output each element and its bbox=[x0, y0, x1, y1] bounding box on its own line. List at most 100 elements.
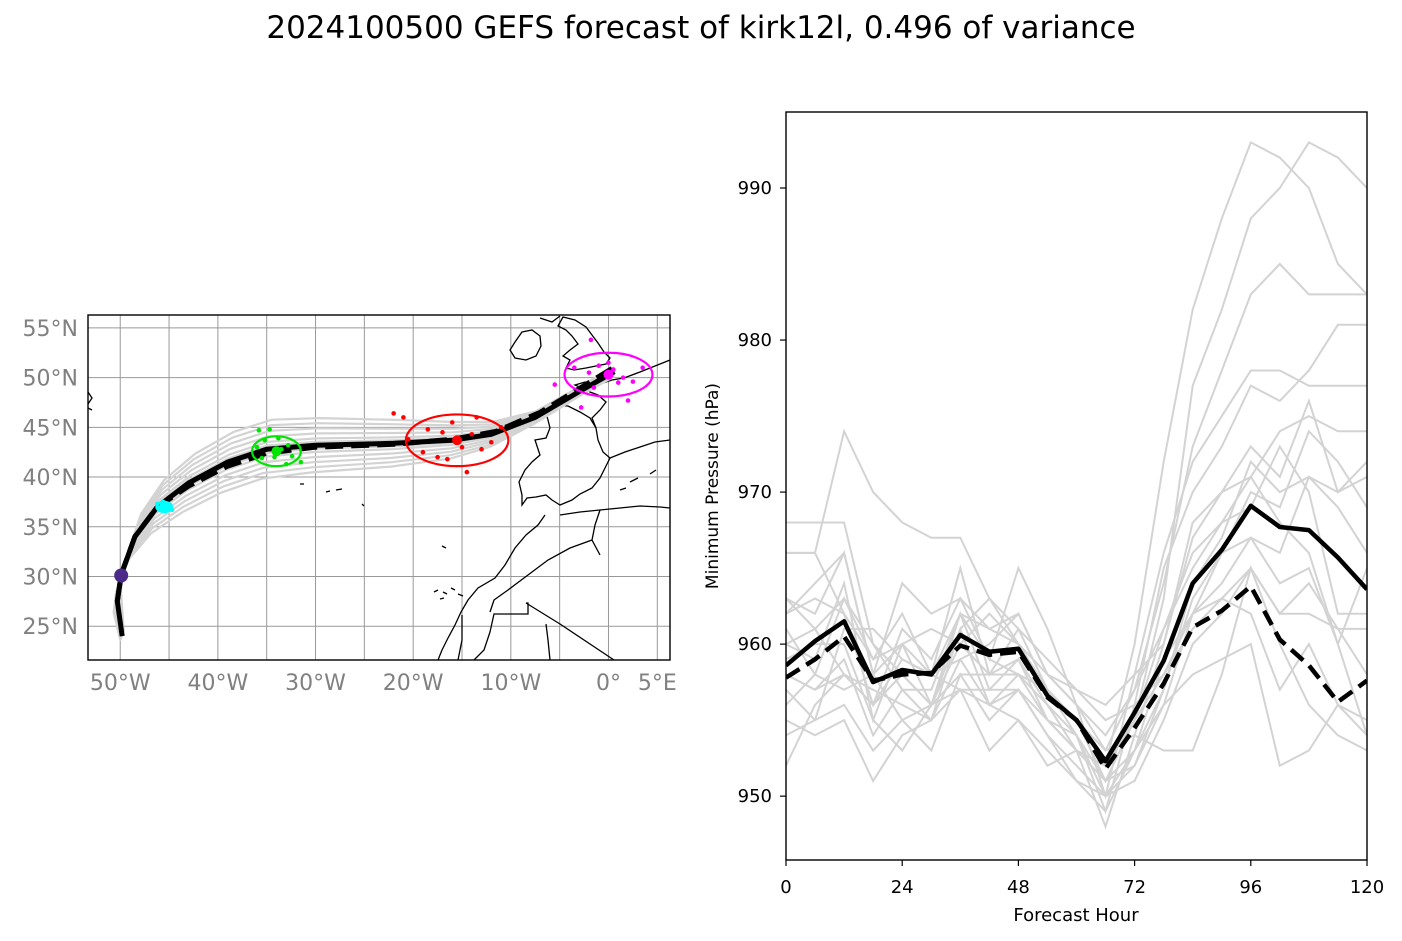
map-member-position-dot bbox=[591, 385, 597, 390]
map-member-position-dot bbox=[256, 428, 262, 433]
map-member-position-dot bbox=[620, 375, 626, 380]
map-y-tick-label: 35°N bbox=[23, 516, 78, 541]
map-mean-tracks bbox=[114, 365, 616, 637]
map-x-tick-label: 5°E bbox=[638, 671, 677, 696]
islands-azores bbox=[300, 483, 365, 507]
map-member-position-dot bbox=[615, 380, 621, 385]
pressure-y-tick-label: 980 bbox=[738, 330, 772, 351]
map-member-position-dot bbox=[552, 382, 558, 387]
pressure-ensemble-line bbox=[786, 536, 1367, 783]
pressure-mean-line-dashed bbox=[786, 584, 1367, 772]
map-member-position-dot bbox=[572, 365, 577, 370]
map-mean-position-marker bbox=[159, 501, 170, 512]
map-mean-position-marker bbox=[452, 435, 463, 446]
map-spread-ellipse bbox=[563, 351, 654, 398]
map-member-position-dot bbox=[289, 453, 295, 459]
map-position-markers bbox=[114, 337, 654, 583]
map-member-position-dot bbox=[425, 427, 431, 432]
map-mean-position-marker bbox=[271, 446, 282, 457]
map-member-position-dot bbox=[298, 459, 304, 465]
border-1 bbox=[591, 509, 601, 556]
pressure-y-ticks: 950 960 970 980 990 bbox=[738, 178, 786, 807]
map-member-position-dot bbox=[479, 446, 484, 452]
pressure-x-tick-label: 120 bbox=[1350, 877, 1384, 898]
pressure-ensemble-line bbox=[786, 642, 1367, 798]
pressure-y-tick-label: 950 bbox=[738, 786, 772, 807]
pressure-ensemble-line bbox=[786, 444, 1367, 768]
coast-morocco-dots bbox=[619, 469, 657, 491]
map-member-position-dot bbox=[449, 420, 455, 425]
coast-ireland bbox=[509, 329, 542, 361]
pressure-frame bbox=[785, 111, 1368, 861]
map-spread-ellipse bbox=[404, 413, 510, 468]
track-map: 50°W 40°W 30°W 20°W 10°W 0° 5°E 25°N 30°N 35°N 40… bbox=[23, 314, 677, 696]
map-coastlines bbox=[88, 315, 670, 660]
pressure-y-axis-label: Minimum Pressure (hPa) bbox=[703, 383, 723, 589]
map-y-tick-label: 55°N bbox=[23, 317, 78, 342]
map-member-position-dot bbox=[420, 449, 426, 455]
map-member-position-dot bbox=[445, 456, 450, 462]
map-member-position-dot bbox=[586, 370, 592, 375]
map-x-tick-label: 40°W bbox=[188, 671, 249, 696]
map-member-position-dot bbox=[596, 363, 602, 369]
border-6 bbox=[457, 615, 463, 660]
coast-iceland-edge bbox=[539, 315, 561, 323]
coast-france bbox=[573, 359, 670, 429]
pressure-ensemble-line bbox=[786, 566, 1367, 737]
map-member-position-dot bbox=[469, 432, 475, 437]
map-member-position-dot bbox=[254, 444, 260, 450]
map-x-tick-label: 30°W bbox=[285, 671, 346, 696]
border-3 bbox=[473, 602, 529, 660]
map-member-position-dot bbox=[459, 444, 465, 450]
map-y-tick-label: 45°N bbox=[23, 416, 78, 441]
map-member-position-dot bbox=[401, 415, 406, 420]
pressure-x-tick-label: 48 bbox=[1007, 877, 1030, 898]
pressure-ensemble-line bbox=[786, 475, 1367, 737]
map-member-position-dot bbox=[464, 469, 470, 475]
pressure-x-tick-label: 96 bbox=[1239, 877, 1262, 898]
map-mean-track-dashed bbox=[114, 365, 615, 602]
coast-africa-north bbox=[559, 505, 670, 516]
coast-europe bbox=[518, 404, 611, 508]
map-y-tick-label: 25°N bbox=[23, 615, 78, 640]
border-4 bbox=[525, 602, 615, 660]
map-member-position-dot bbox=[606, 360, 611, 366]
map-initial-position-marker bbox=[114, 568, 129, 583]
pressure-x-tick-label: 24 bbox=[891, 877, 914, 898]
map-y-tick-labels: 25°N 30°N 35°N 40°N 45°N 50°N 55°N bbox=[23, 317, 78, 640]
map-x-tick-label: 10°W bbox=[480, 671, 541, 696]
map-member-position-dot bbox=[625, 398, 631, 403]
map-member-position-dot bbox=[267, 427, 272, 432]
map-x-tick-label: 20°W bbox=[383, 671, 444, 696]
figure-title: 2024100500 GEFS forecast of kirk12l, 0.4… bbox=[266, 10, 1136, 46]
pressure-ensemble-line bbox=[786, 323, 1367, 815]
map-ensemble-track bbox=[119, 365, 615, 632]
map-y-tick-label: 40°N bbox=[23, 466, 78, 491]
map-member-position-dot bbox=[391, 411, 396, 416]
map-y-tick-label: 50°N bbox=[23, 367, 78, 392]
map-member-position-dot bbox=[578, 405, 584, 410]
map-x-tick-labels: 50°W 40°W 30°W 20°W 10°W 0° 5°E bbox=[90, 671, 677, 696]
pressure-x-axis-label: Forecast Hour bbox=[1013, 905, 1139, 926]
map-member-position-dot bbox=[440, 430, 445, 435]
map-mean-position-marker bbox=[603, 369, 614, 380]
islands-canary bbox=[433, 587, 464, 600]
pressure-y-tick-label: 990 bbox=[738, 178, 772, 199]
pressure-x-tick-label: 0 bbox=[780, 877, 791, 898]
pressure-ensemble-line bbox=[786, 414, 1367, 723]
map-spread-ellipse bbox=[250, 435, 302, 468]
map-member-position-dot bbox=[611, 367, 616, 372]
pressure-ensemble-line bbox=[786, 141, 1367, 784]
pressure-chart: 0 24 48 72 96 120 950 960 970 980 990 Forecast Ho… bbox=[703, 111, 1384, 926]
coast-africa bbox=[437, 514, 546, 660]
pressure-x-ticks: 0 24 48 72 96 120 bbox=[780, 860, 1384, 898]
coast-britain bbox=[557, 316, 611, 371]
map-member-position-dot bbox=[488, 439, 494, 445]
map-frame bbox=[87, 314, 671, 661]
map-x-tick-label: 0° bbox=[596, 671, 621, 696]
map-y-tick-label: 30°N bbox=[23, 565, 78, 590]
map-member-position-dot bbox=[588, 337, 594, 343]
border-5 bbox=[545, 623, 551, 660]
map-member-position-dot bbox=[435, 454, 440, 460]
